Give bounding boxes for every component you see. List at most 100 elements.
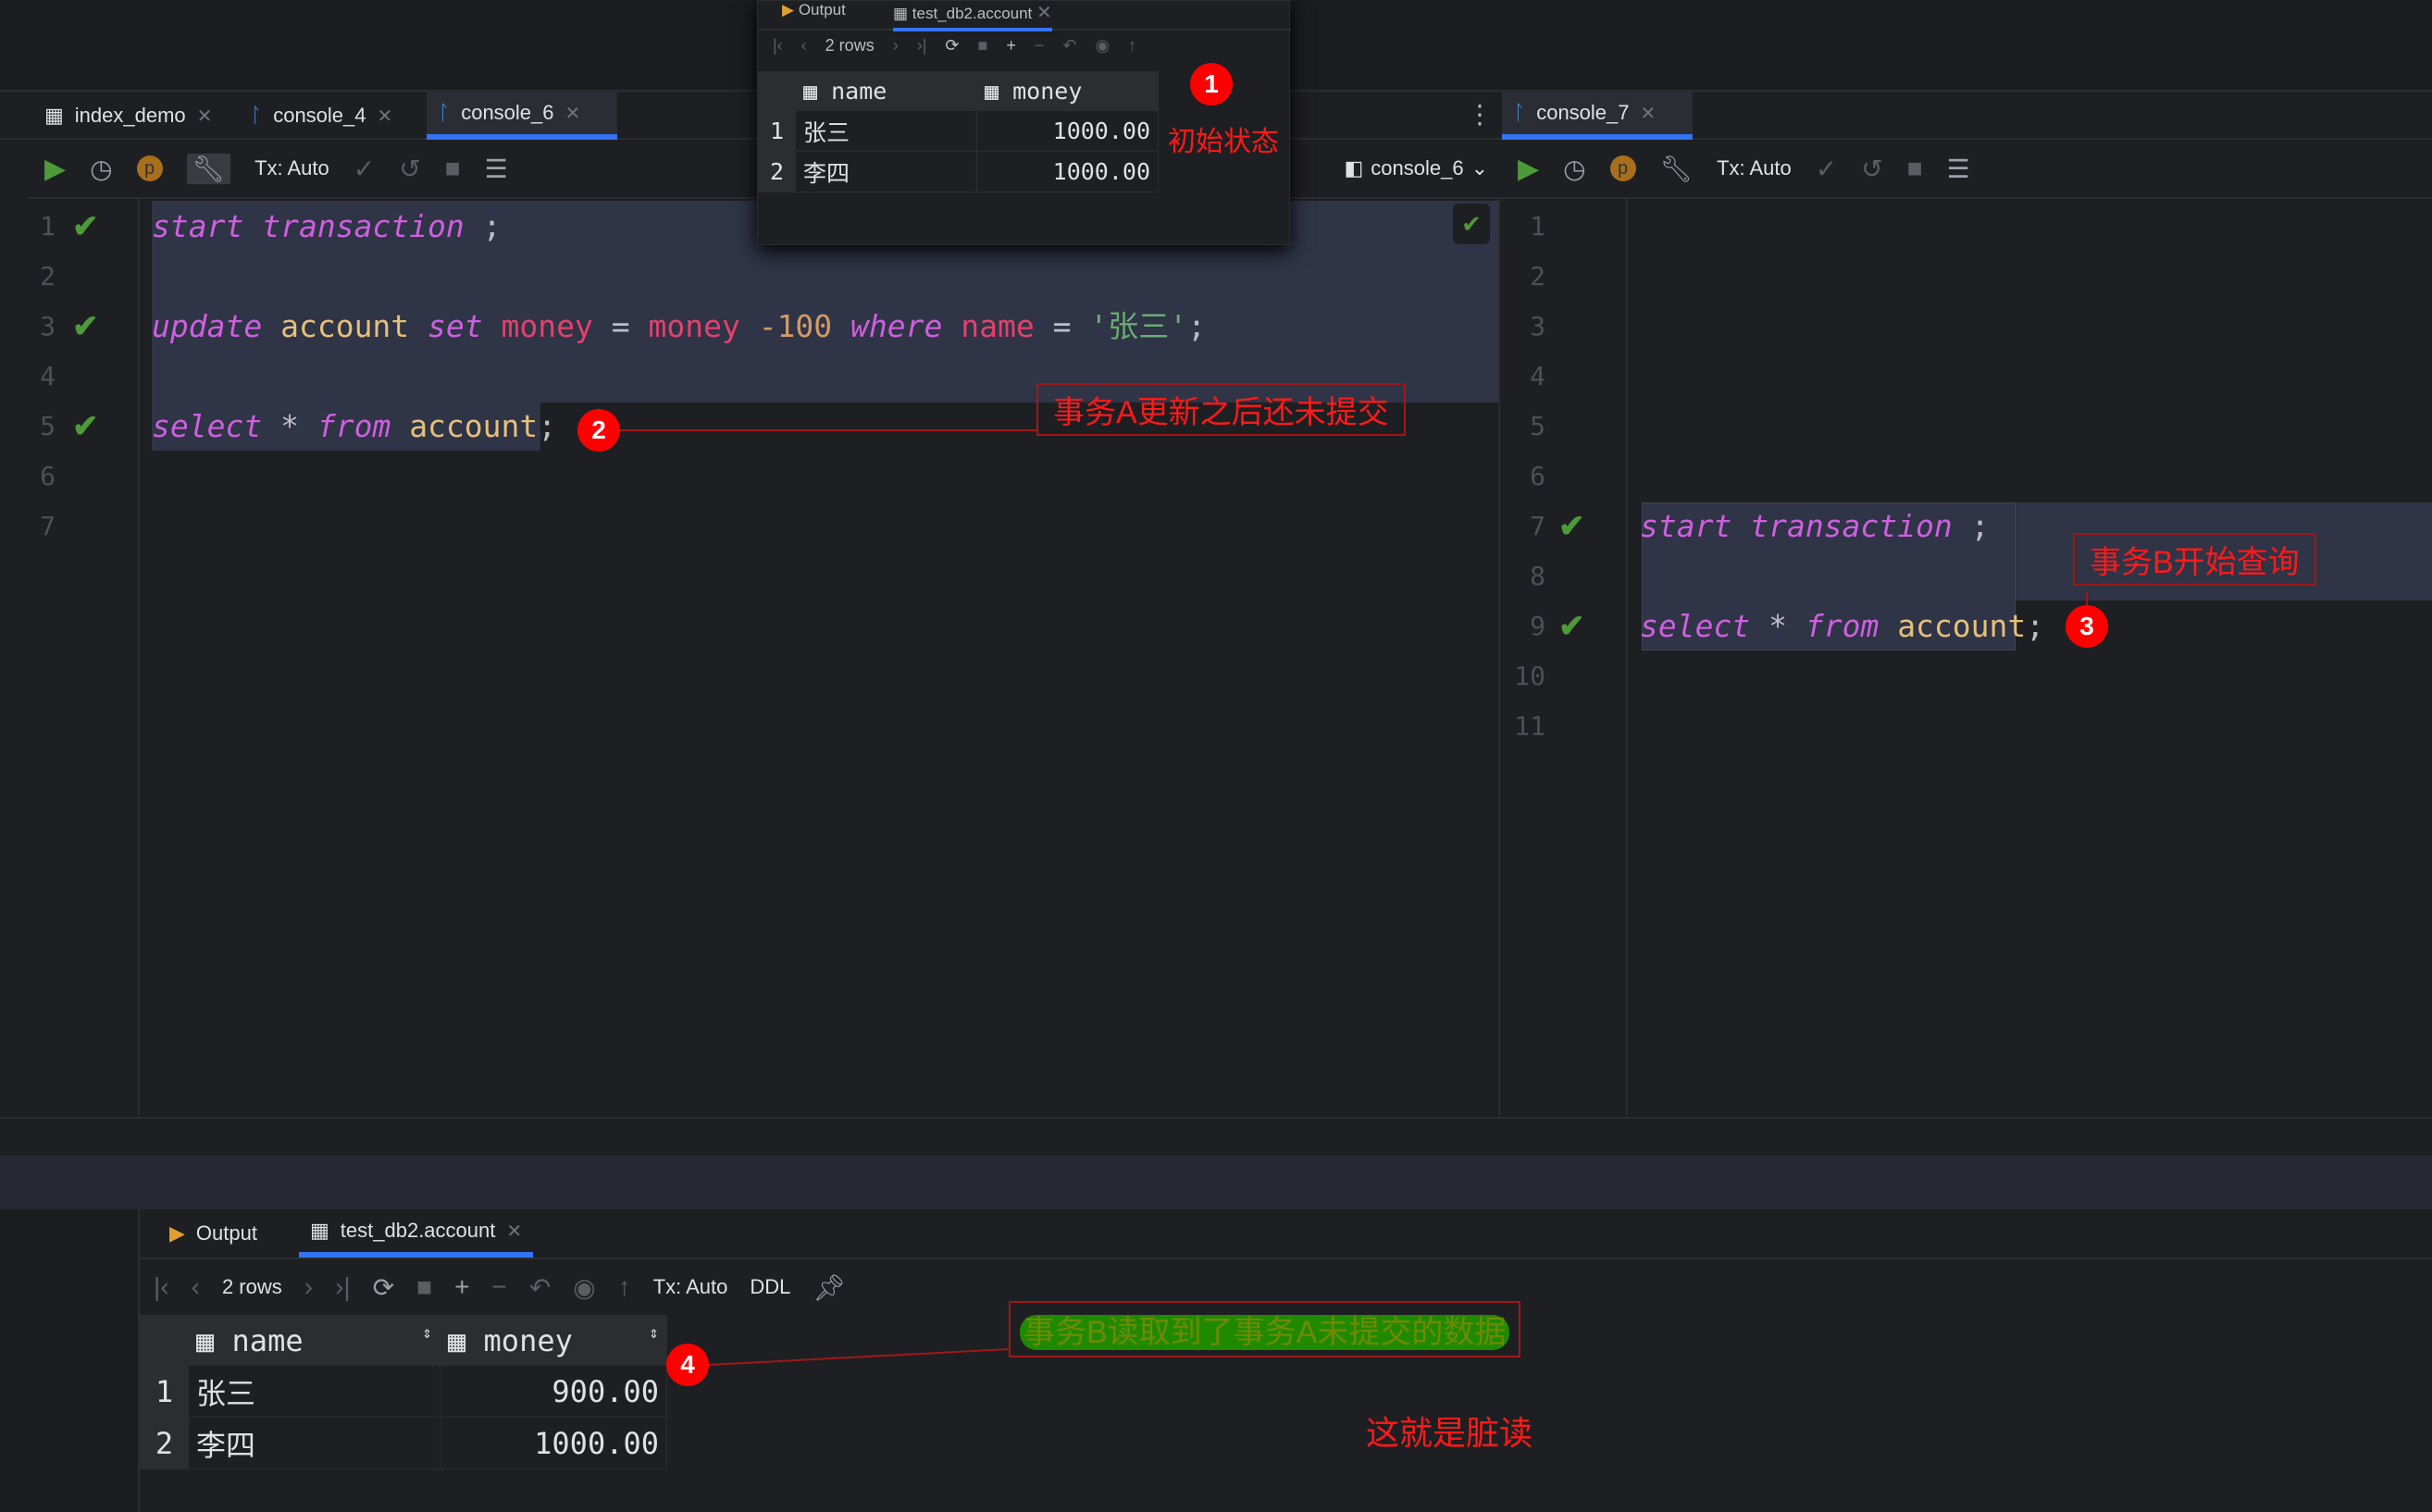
first-page-icon[interactable]: |‹ (773, 36, 783, 55)
close-icon[interactable]: ✕ (1640, 103, 1656, 124)
tx-mode-dropdown[interactable]: Tx: Auto (652, 1275, 728, 1298)
stop-icon[interactable]: ■ (444, 154, 461, 182)
output-layout-icon[interactable]: ☰ (1946, 154, 1970, 183)
code-line-9: select * from account; (1640, 608, 2045, 644)
first-page-icon[interactable]: |‹ (154, 1272, 169, 1301)
add-row-icon[interactable]: + (454, 1272, 470, 1301)
code-line-1: start transaction ; (152, 208, 502, 244)
status-check-icon: ✔ (1453, 204, 1490, 244)
pin-icon[interactable]: 📌︎ (813, 1272, 846, 1302)
annotation-line (620, 429, 1036, 431)
revert-icon[interactable]: ↶ (528, 1272, 552, 1302)
prev-page-icon[interactable]: ‹ (191, 1272, 200, 1301)
tab-console-4[interactable]: ᛚ console_4 ✕ (250, 104, 393, 127)
session-selector[interactable]: ◧ console_6 ⌄ (1344, 156, 1488, 180)
submit-icon[interactable]: ↑ (617, 1272, 631, 1301)
right-editor[interactable] (1498, 197, 2432, 1119)
view-icon[interactable]: ◉ (573, 1272, 596, 1302)
delete-row-icon[interactable]: − (491, 1272, 507, 1301)
line-number: 1 (1530, 211, 1545, 242)
tab-test-db2-account[interactable]: ▦ test_db2.account ✕ (299, 1209, 534, 1258)
table-icon: ▦ (310, 1219, 329, 1242)
commit-icon[interactable]: ✓ (353, 154, 376, 183)
tab-output[interactable]: ▶ Output (782, 1, 846, 19)
line-number: 6 (1530, 461, 1545, 491)
annotation-line (708, 1347, 1011, 1366)
line-number: 8 (1530, 561, 1545, 591)
commit-icon[interactable]: ✓ (1815, 154, 1838, 183)
session-icon: ◧ (1344, 156, 1364, 180)
popup-table: ▦ name ▦ money 1 张三 1000.00 2 李四 1000.00 (758, 71, 1159, 192)
line-number: 5 (40, 411, 56, 441)
line-number: 7 (40, 511, 56, 541)
rows-dropdown[interactable]: 2 rows (221, 1275, 282, 1298)
table-row[interactable]: 2 李四 1000.00 (758, 151, 1159, 192)
mysql-dolphin-icon: ᛚ (250, 104, 263, 127)
annotation-badge-2: 2 (577, 409, 620, 452)
column-header-money[interactable]: ▦ money ⇕ (440, 1315, 667, 1366)
tx-mode-dropdown[interactable]: Tx: Auto (254, 156, 329, 180)
tab-test-db2-account[interactable]: ▦ test_db2.account ✕ (893, 1, 1052, 31)
rows-dropdown[interactable]: 2 rows (825, 36, 875, 55)
line-number: 6 (40, 461, 56, 491)
next-page-icon[interactable]: › (892, 36, 899, 55)
chevron-down-icon: ⌄ (1470, 156, 1488, 180)
profile-icon[interactable]: p (1609, 155, 1636, 181)
close-icon[interactable]: ✕ (506, 1221, 523, 1242)
ddl-button[interactable]: DDL (750, 1275, 791, 1298)
history-icon[interactable]: ◷ (90, 154, 113, 183)
more-icon[interactable]: ⋮ (1467, 100, 1493, 129)
settings-wrench-icon[interactable]: 🔧︎ (1659, 154, 1694, 183)
view-icon[interactable]: ◉ (1095, 36, 1111, 55)
code-line-3: update account set money = money -100 wh… (152, 308, 1206, 344)
line-number: 3 (1530, 311, 1545, 341)
splitter[interactable] (0, 1156, 2432, 1209)
tab-output[interactable]: ▶ Output (169, 1221, 257, 1245)
tab-console-6[interactable]: ᛚ console_6 ✕ (427, 92, 617, 140)
last-page-icon[interactable]: ›| (335, 1272, 351, 1301)
last-page-icon[interactable]: ›| (916, 36, 927, 55)
status-strip (0, 1117, 2432, 1156)
column-header-name[interactable]: ▦ name ⇕ (188, 1315, 440, 1366)
code-line-5: select * from account; (152, 408, 557, 444)
results-toolbar: |‹ ‹ 2 rows › ›| ⟳ ■ + − ↶ ◉ ↑ Tx: Auto … (154, 1259, 846, 1315)
table-row[interactable]: 1 张三 900.00 (140, 1365, 667, 1418)
line-number: 11 (1514, 711, 1545, 741)
refresh-icon[interactable]: ⟳ (945, 36, 960, 55)
rollback-icon[interactable]: ↺ (399, 154, 421, 183)
refresh-icon[interactable]: ⟳ (372, 1272, 395, 1302)
revert-icon[interactable]: ↶ (1062, 36, 1077, 55)
settings-wrench-icon[interactable]: 🔧︎ (186, 153, 231, 184)
line-number: 2 (1530, 261, 1545, 291)
close-icon[interactable]: ✕ (565, 103, 581, 124)
tab-index-demo[interactable]: ▦ index_demo ✕ (44, 104, 213, 127)
run-icon[interactable]: ▶ (44, 153, 67, 184)
prev-page-icon[interactable]: ‹ (800, 36, 807, 55)
line-number: 10 (1514, 661, 1545, 691)
annotation-badge-3: 3 (2066, 605, 2108, 648)
line-number: 4 (1530, 361, 1545, 391)
next-page-icon[interactable]: › (304, 1272, 314, 1301)
rollback-icon[interactable]: ↺ (1861, 154, 1883, 183)
submit-icon[interactable]: ↑ (1128, 36, 1137, 55)
tab-console-7[interactable]: ᛚ console_7 ✕ (1502, 92, 1693, 140)
annotation-text-2: 事务A更新之后还未提交 (1036, 383, 1406, 436)
table-row[interactable]: 1 张三 1000.00 (758, 110, 1159, 152)
add-row-icon[interactable]: + (1006, 36, 1016, 55)
run-icon[interactable]: ▶ (1518, 153, 1540, 184)
tx-mode-dropdown[interactable]: Tx: Auto (1717, 156, 1792, 180)
history-icon[interactable]: ◷ (1563, 154, 1586, 183)
stop-icon[interactable]: ■ (1906, 154, 1923, 182)
mysql-dolphin-icon: ᛚ (438, 101, 451, 124)
left-toolbar: ▶ ◷ p 🔧︎ Tx: Auto ✓ ↺ ■ ☰ ◧ console_6 ⌄ (44, 140, 1488, 197)
close-icon[interactable]: ✕ (377, 105, 393, 127)
close-icon[interactable]: ✕ (196, 105, 213, 127)
stop-icon[interactable]: ■ (416, 1272, 433, 1301)
delete-row-icon[interactable]: − (1034, 36, 1045, 55)
right-toolbar: ▶ ◷ p 🔧︎ Tx: Auto ✓ ↺ ■ ☰ (1518, 140, 1970, 197)
table-row[interactable]: 2 李四 1000.00 (140, 1417, 667, 1469)
annotation-badge-4: 4 (666, 1344, 709, 1386)
profile-icon[interactable]: p (136, 155, 163, 181)
stop-icon[interactable]: ■ (977, 36, 988, 55)
output-layout-icon[interactable]: ☰ (484, 154, 508, 183)
